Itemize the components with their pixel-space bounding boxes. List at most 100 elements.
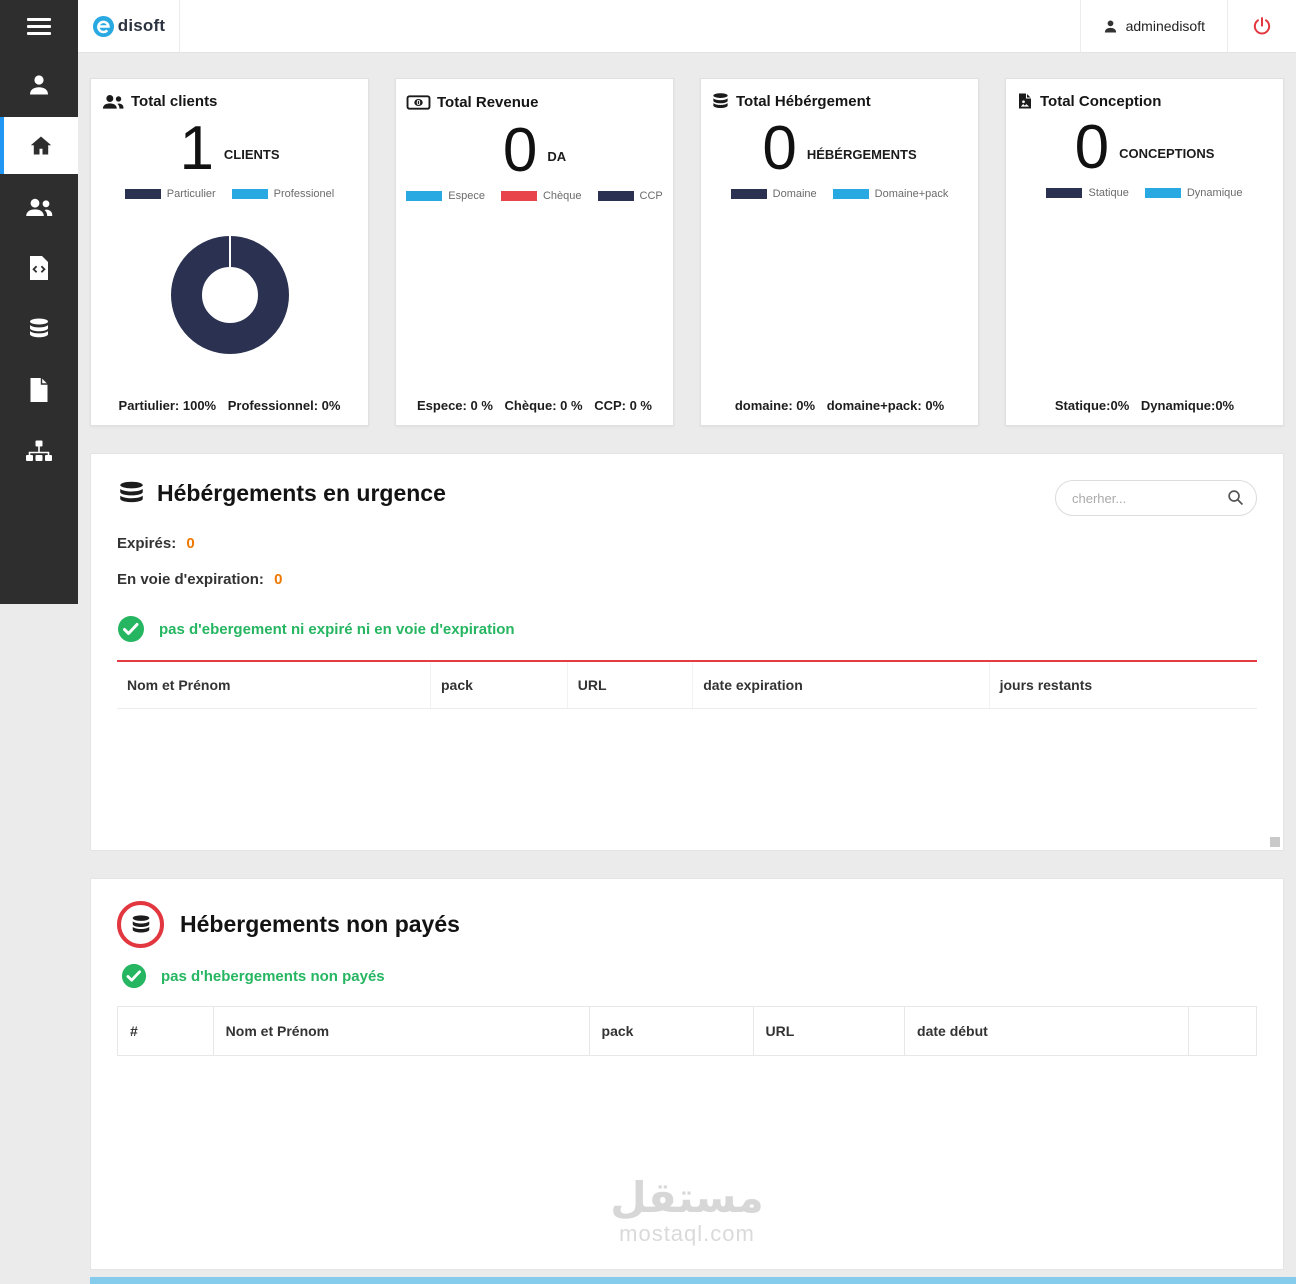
- card-unit: CONCEPTIONS: [1119, 146, 1215, 162]
- users-icon: [24, 195, 54, 219]
- menu-icon: [27, 14, 51, 39]
- sidebar-item-home[interactable]: [0, 117, 78, 174]
- card-legend: Statique Dynamique: [1016, 187, 1273, 199]
- footer-value: 0%: [1110, 398, 1130, 413]
- footer-value: 0%: [1215, 398, 1235, 413]
- stat-cards-row: Total clients 1 CLIENTS Particulier Prof…: [90, 78, 1284, 426]
- card-legend: Espece Chèque CCP: [406, 190, 663, 202]
- footer-label: Partiulier:: [118, 398, 180, 413]
- legend-swatch: [124, 189, 161, 200]
- footer-value: 0 %: [560, 398, 583, 413]
- legend-item: Statique: [1046, 187, 1129, 200]
- card-total-conception: Total Conception 0 CONCEPTIONS Statique …: [1005, 78, 1284, 426]
- legend-item: Dynamique: [1144, 187, 1243, 199]
- panel-hebergements-urgence: Hébérgements en urgence Expirés: 0 En vo…: [90, 453, 1284, 851]
- column-header: date début: [904, 1006, 1189, 1056]
- legend-label: CCP: [639, 190, 663, 203]
- card-header: Total Hébérgement: [711, 92, 968, 111]
- card-title: Total Hébérgement: [736, 93, 871, 110]
- column-header: Nom et Prénom: [212, 1006, 590, 1056]
- users-icon: [101, 92, 125, 111]
- footer-label: Dynamique:: [1140, 398, 1216, 413]
- card-number: 0: [1074, 113, 1110, 182]
- logout-button[interactable]: [1227, 0, 1296, 52]
- conception-chart-area: [1016, 199, 1273, 390]
- footer-label: Chèque:: [504, 398, 557, 413]
- card-legend: Domaine Domaine+pack: [711, 188, 968, 200]
- card-footer: Statique:0% Dynamique:0%: [1016, 390, 1273, 419]
- database-icon: [711, 92, 730, 111]
- panel-title-text: Hébergements non payés: [180, 911, 460, 937]
- svg-text:0: 0: [417, 99, 421, 107]
- legend-label: Domaine: [772, 188, 817, 201]
- footer-label: Espece:: [417, 398, 467, 413]
- empty-message: pas d'ebergement ni expiré ni en voie d'…: [159, 620, 515, 638]
- user-icon: [27, 73, 51, 97]
- stat-en-voie-expiration: En voie d'expiration: 0: [117, 571, 1257, 588]
- footer-label: domaine+pack:: [826, 398, 922, 413]
- watermark-latin: mostaql.com: [619, 1221, 755, 1246]
- urgence-table: Nom et Prénom pack URL date expiration j…: [117, 660, 1257, 801]
- legend-swatch: [1144, 188, 1181, 199]
- card-number: 0: [502, 116, 538, 185]
- footer-value: 0 %: [629, 398, 652, 413]
- column-header: Nom et Prénom: [117, 661, 431, 709]
- footer-value: 0%: [321, 398, 341, 413]
- brand-logo[interactable]: disoft: [78, 0, 180, 52]
- card-number: 1: [179, 114, 214, 183]
- card-value: 0 HÉBÉRGEMENTS: [711, 113, 968, 184]
- watermark-arabic: مستقل: [610, 1172, 764, 1222]
- card-legend: Particulier Professionel: [101, 188, 358, 200]
- database-icon: [27, 317, 51, 341]
- legend-item: Espece: [406, 190, 485, 202]
- card-title: Total Conception: [1040, 92, 1162, 110]
- legend-label: Professionel: [273, 188, 335, 201]
- stat-value: 0: [186, 535, 195, 552]
- urgence-empty-state: pas d'ebergement ni expiré ni en voie d'…: [117, 615, 1257, 643]
- card-value: 1 CLIENTS: [101, 113, 358, 184]
- brand-icon: [92, 15, 115, 38]
- sidebar-toggle-button[interactable]: [0, 0, 78, 52]
- legend-label: Statique: [1088, 187, 1129, 200]
- scrollbar-corner[interactable]: [1270, 837, 1280, 847]
- topbar-spacer: [180, 0, 1080, 52]
- panel-hebergements-non-payes: Hébergements non payés pas d'hebergement…: [90, 878, 1284, 1270]
- card-title: Total Revenue: [437, 94, 539, 111]
- footer-value: 0 %: [470, 398, 493, 413]
- sidebar-item-hebergements[interactable]: [0, 300, 78, 357]
- file-code-icon: [28, 255, 50, 281]
- footer-label: Statique:: [1054, 398, 1111, 413]
- card-footer: Espece: 0 % Chèque: 0 % CCP: 0 %: [406, 390, 663, 419]
- nonpayes-empty-state: pas d'hebergements non payés: [121, 963, 1257, 989]
- topbar: disoft adminedisoft: [78, 0, 1296, 53]
- sidebar-item-factures[interactable]: [0, 361, 78, 418]
- search-input[interactable]: [1055, 480, 1257, 516]
- card-footer: Partiulier: 100% Professionnel: 0%: [101, 390, 358, 419]
- table-header-row: # Nom et Prénom pack URL date début: [117, 1006, 1258, 1056]
- user-icon: [1103, 19, 1118, 34]
- stat-label: En voie d'expiration:: [117, 571, 264, 588]
- footer-value: 0%: [925, 398, 945, 413]
- sidebar-item-clients[interactable]: [0, 178, 78, 235]
- legend-swatch: [406, 191, 443, 202]
- legend-item: Particulier: [124, 188, 216, 200]
- card-unit: HÉBÉRGEMENTS: [806, 147, 917, 163]
- column-header: [1187, 1006, 1258, 1056]
- check-circle-icon: [117, 615, 145, 643]
- sidebar: [0, 0, 78, 604]
- sidebar-item-conceptions[interactable]: [0, 239, 78, 296]
- column-header: #: [117, 1006, 214, 1056]
- column-header: pack: [588, 1006, 754, 1056]
- card-total-clients: Total clients 1 CLIENTS Particulier Prof…: [90, 78, 369, 426]
- column-header: URL: [567, 661, 694, 709]
- panel-title-text: Hébérgements en urgence: [157, 480, 446, 506]
- legend-item: Chèque: [500, 190, 582, 202]
- search-icon[interactable]: [1227, 489, 1244, 506]
- user-menu[interactable]: adminedisoft: [1079, 0, 1227, 52]
- sitemap-icon: [25, 439, 53, 463]
- legend-swatch: [597, 191, 634, 202]
- legend-swatch: [832, 189, 869, 200]
- sidebar-item-profile[interactable]: [0, 56, 78, 113]
- document-icon: [29, 377, 49, 403]
- sidebar-item-packs[interactable]: [0, 422, 78, 479]
